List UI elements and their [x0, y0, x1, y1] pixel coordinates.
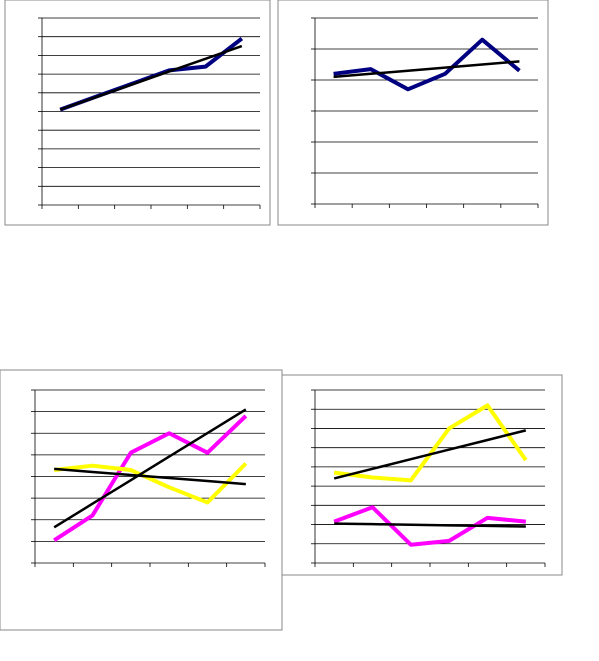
- data-line: [53, 462, 248, 505]
- trend-line: [54, 467, 246, 486]
- trend-line: [334, 522, 526, 528]
- data-line: [333, 403, 528, 483]
- trend-line: [59, 44, 243, 111]
- data-line: [333, 37, 521, 92]
- panel-frame: [277, 0, 549, 226]
- trend-line: [53, 408, 247, 529]
- data-line: [333, 505, 527, 547]
- panel-frame: [0, 369, 283, 631]
- data-line: [53, 414, 248, 542]
- panel-frame: [4, 0, 271, 226]
- panel-frame: [281, 374, 563, 576]
- trend-line: [333, 60, 520, 79]
- trend-line: [333, 429, 527, 480]
